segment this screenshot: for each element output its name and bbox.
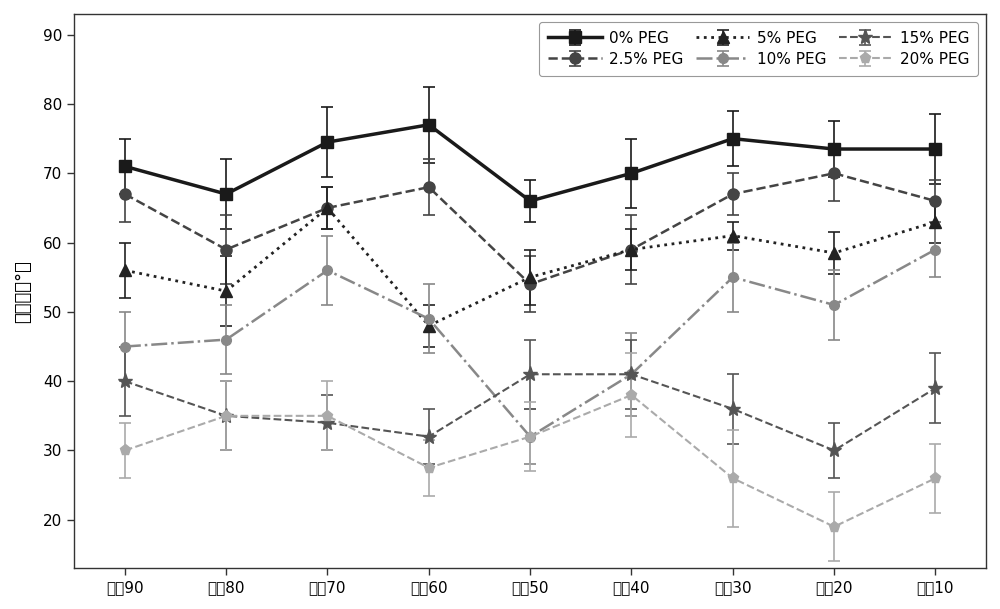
Y-axis label: 接触角（°）: 接触角（°） xyxy=(14,259,32,323)
Legend: 0% PEG, 2.5% PEG, 5% PEG, 10% PEG, 15% PEG, 20% PEG: 0% PEG, 2.5% PEG, 5% PEG, 10% PEG, 15% P… xyxy=(539,21,978,76)
